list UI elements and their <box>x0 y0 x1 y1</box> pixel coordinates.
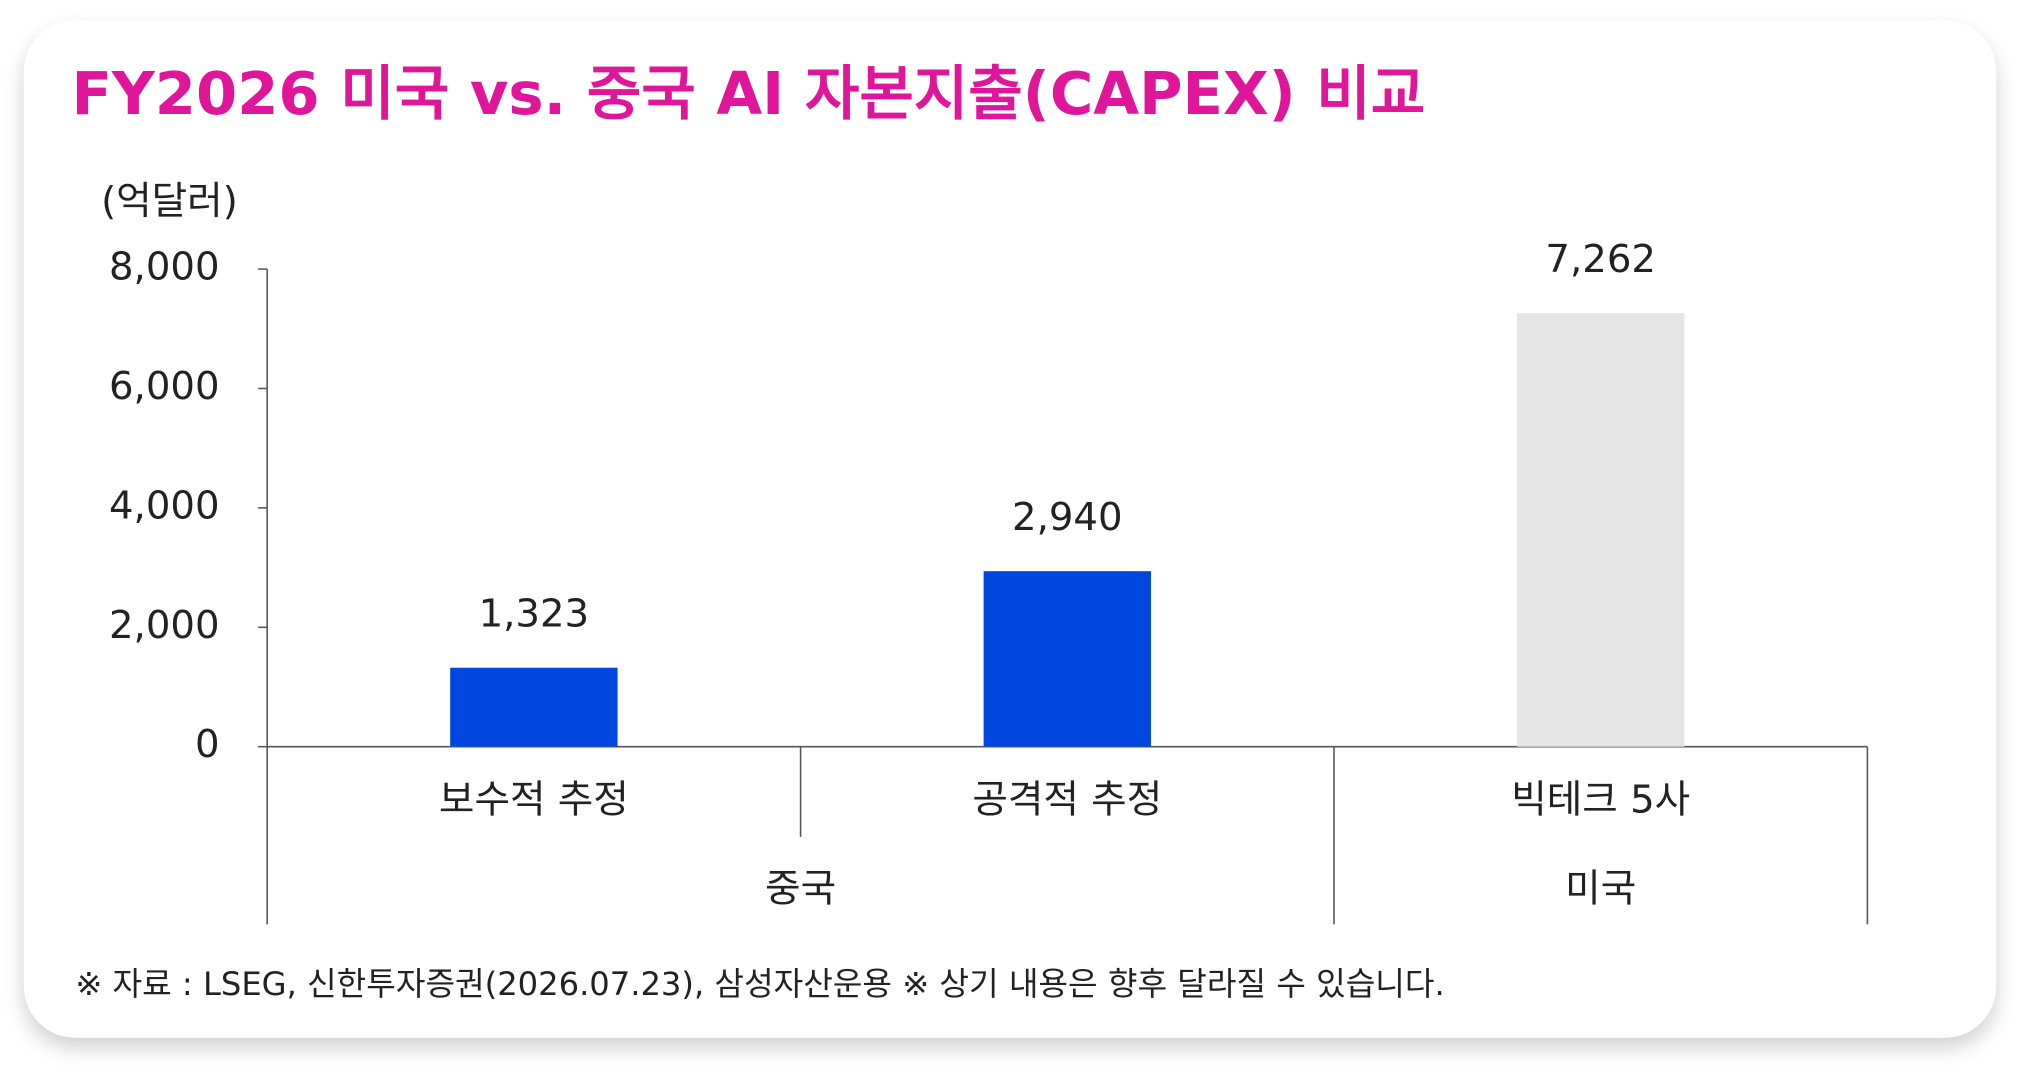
data-label: 2,940 <box>1012 495 1123 540</box>
source-note: ※ 자료 : LSEG, 신한투자증권(2026.07.23), 삼성자산운용 … <box>75 965 1444 1003</box>
bar <box>450 667 618 747</box>
y-tick-label: 6,000 <box>109 364 220 409</box>
group-label: 중국 <box>765 866 836 911</box>
y-tick-label: 2,000 <box>109 603 220 648</box>
card <box>23 20 1997 1038</box>
data-label: 7,262 <box>1545 237 1656 282</box>
chart-title: FY2026 미국 vs. 중국 AI 자본지출(CAPEX) 비교 <box>71 59 1425 128</box>
y-tick-label: 8,000 <box>109 245 220 290</box>
bar <box>983 571 1151 747</box>
bar <box>1517 313 1685 747</box>
y-tick-label: 0 <box>195 722 220 767</box>
x-tick-label: 빅테크 5사 <box>1511 778 1690 823</box>
x-tick-label: 공격적 추정 <box>972 778 1162 823</box>
x-tick-label: 보수적 추정 <box>439 778 629 823</box>
group-label: 미국 <box>1565 866 1636 911</box>
y-axis-label: (억달러) <box>101 179 238 224</box>
data-label: 1,323 <box>479 592 590 637</box>
y-tick-label: 4,000 <box>109 483 220 528</box>
